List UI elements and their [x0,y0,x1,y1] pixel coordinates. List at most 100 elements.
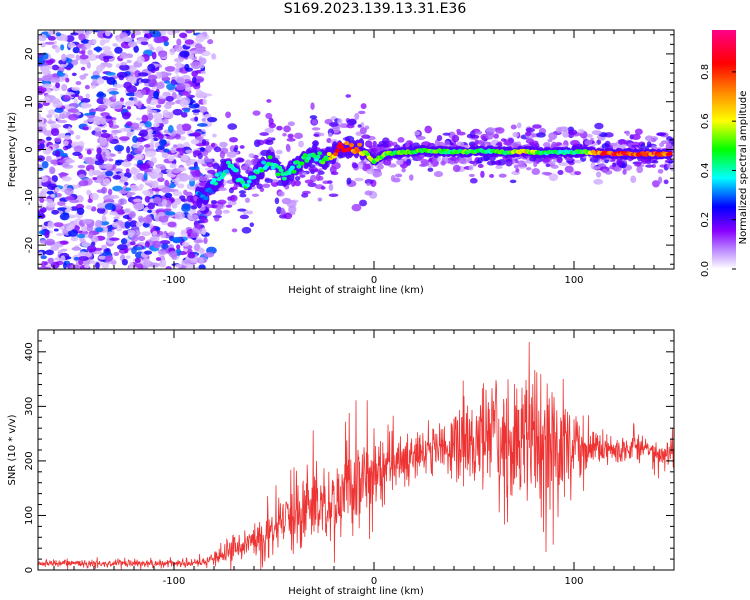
halo-blob [239,193,247,198]
noise-blob [38,203,44,209]
noise-blob [96,107,106,112]
halo-blob [192,226,198,234]
halo-blob [645,164,654,168]
noise-blob [181,241,190,247]
halo-blob [415,135,426,140]
halo-blob [211,204,218,208]
noise-blob [176,76,185,84]
ridge-core [357,142,363,147]
noise-blob [175,177,180,182]
halo-blob [573,159,583,164]
noise-blob [129,220,138,228]
noise-blob [68,113,79,121]
halo-blob [543,141,551,148]
noise-blob [179,147,185,156]
halo-blob [199,217,209,224]
halo-blob [525,167,532,171]
noise-blob [125,255,131,259]
halo-blob [584,139,593,146]
noise-blob [174,211,185,220]
noise-blob [178,125,183,134]
ridge-core [289,165,295,170]
noise-blob [96,207,106,214]
noise-blob [101,214,106,222]
noise-blob [61,83,68,92]
noise-blob [109,211,118,216]
noise-blob [78,180,89,187]
noise-blob [95,262,100,269]
noise-blob [122,36,133,43]
noise-blob [61,176,72,182]
halo-blob [489,174,495,178]
noise-blob [142,216,153,224]
noise-blob [88,232,94,239]
noise-blob [47,30,53,35]
halo-blob [456,141,465,147]
noise-blob [105,115,112,120]
halo-blob [195,169,201,177]
halo-blob [275,149,283,155]
noise-blob [180,154,189,162]
noise-blob [179,136,187,141]
noise-blob [186,259,191,264]
halo-blob [213,146,222,153]
noise-blob [124,221,131,229]
halo-blob [249,222,255,228]
ridge-core [275,172,281,177]
noise-blob [166,83,176,91]
noise-blob [69,199,80,204]
noise-blob [185,30,194,34]
noise-blob [148,109,157,114]
noise-blob [126,153,133,162]
noise-blob [135,246,142,251]
noise-blob [198,264,206,269]
noise-blob [187,251,196,259]
halo-blob [357,110,366,115]
noise-blob [56,119,68,124]
noise-blob [169,163,177,169]
noise-blob [152,196,162,204]
x-tick-label: 100 [564,275,583,286]
halo-blob [532,140,539,145]
noise-blob [48,109,56,116]
halo-blob [346,177,352,185]
noise-blob [86,245,97,253]
noise-blob [92,78,98,86]
noise-blob [104,163,113,170]
noise-blob [86,53,98,62]
ridge-core [224,169,230,174]
noise-blob [163,148,170,153]
halo-blob [310,102,315,110]
noise-blob [132,157,141,161]
noise-blob [92,121,102,126]
halo-blob [210,142,216,148]
noise-blob [61,163,70,168]
halo-blob [359,199,368,207]
noise-blob [152,230,158,236]
noise-blob [133,198,143,203]
noise-blob [138,235,146,242]
ridge-core [315,154,321,159]
noise-blob [160,30,167,36]
noise-blob [112,43,118,47]
halo-blob [372,140,377,147]
halo-blob [568,129,578,136]
noise-blob [144,241,150,248]
halo-blob [265,139,274,146]
noise-blob [203,251,215,258]
noise-blob [57,207,68,211]
noise-blob [47,220,55,229]
noise-blob [171,202,178,209]
noise-blob [50,123,62,129]
halo-blob [357,124,362,128]
noise-blob [172,191,183,196]
halo-blob [562,130,570,138]
colorbar-gradient [712,30,736,269]
noise-blob [147,128,153,135]
halo-blob [517,122,522,129]
noise-blob [92,38,97,45]
halo-blob [525,138,535,144]
halo-blob [456,131,466,136]
noise-blob [45,249,54,256]
